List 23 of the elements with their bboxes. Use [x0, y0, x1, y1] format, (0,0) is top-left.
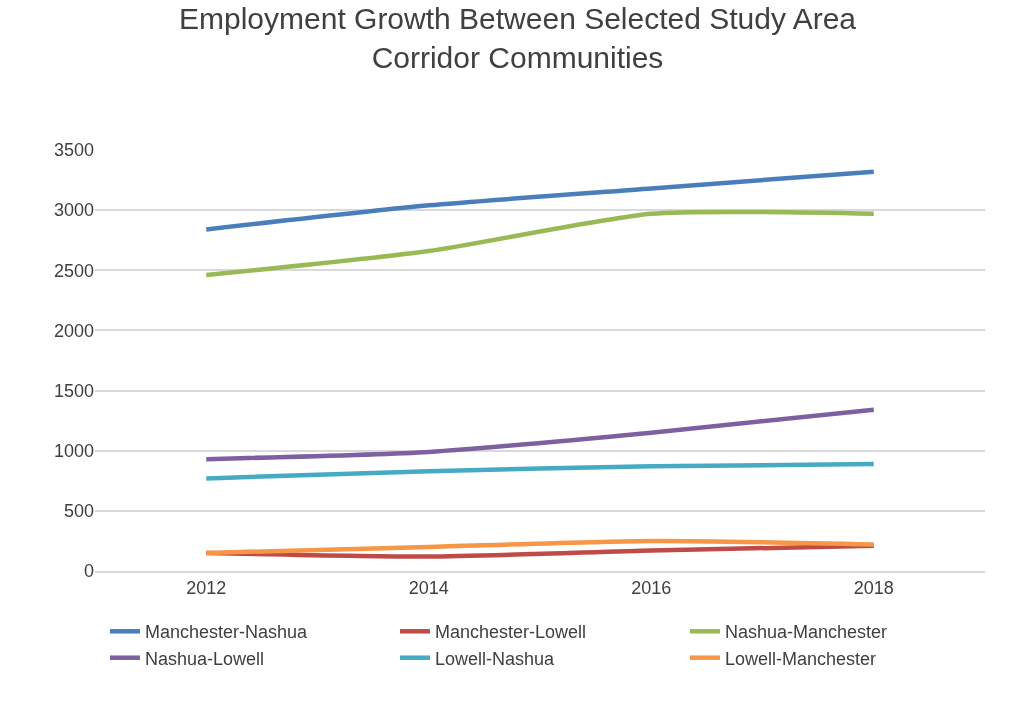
legend-label: Nashua-Manchester — [725, 622, 888, 643]
y-tick-label: 2500 — [53, 260, 94, 281]
y-tick-label: 3000 — [53, 200, 94, 221]
y-tick-label: 1000 — [53, 441, 94, 462]
legend-label: Lowell-Manchester — [725, 648, 877, 669]
x-tick-label: 2012 — [186, 578, 227, 599]
legend-label: Lowell-Nashua — [435, 648, 556, 669]
line-series — [204, 461, 876, 481]
chart-title: Employment Growth Between Selected Study Area Corridor Communities — [178, 1, 857, 74]
y-tick-label: 2000 — [53, 320, 94, 341]
legend-label: Nashua-Lowell — [145, 648, 265, 669]
x-tick-label: 2016 — [631, 578, 672, 599]
x-tick-label: 2018 — [853, 578, 894, 599]
y-tick-label: 0 — [83, 561, 94, 582]
legend-label: Manchester-Nashua — [145, 622, 309, 643]
y-tick-label: 1500 — [53, 380, 94, 401]
x-tick-label: 2014 — [408, 578, 449, 599]
line-series — [204, 407, 876, 462]
y-tick-label: 500 — [63, 501, 94, 522]
line-series — [204, 538, 876, 556]
y-tick-label: 3500 — [53, 140, 94, 161]
line-series — [204, 169, 876, 232]
legend-label: Manchester-Lowell — [435, 622, 587, 643]
